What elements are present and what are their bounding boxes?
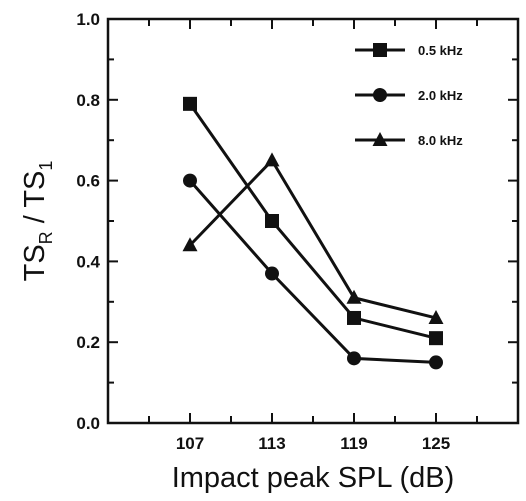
x-axis-title: Impact peak SPL (dB) bbox=[172, 462, 455, 494]
x-tick-label: 119 bbox=[340, 434, 367, 453]
y-tick-label: 0.6 bbox=[76, 172, 100, 191]
triangle-marker bbox=[372, 132, 388, 146]
square-marker bbox=[429, 331, 443, 346]
square-marker bbox=[347, 310, 361, 325]
series-square bbox=[183, 96, 443, 346]
y-axis-title-sub1: R bbox=[36, 231, 56, 244]
series-layer bbox=[182, 96, 444, 370]
circle-marker bbox=[373, 88, 387, 102]
series-line bbox=[188, 102, 437, 340]
circle-marker bbox=[265, 266, 279, 281]
y-axis-title-sub2: 1 bbox=[36, 161, 56, 171]
circle-marker bbox=[347, 351, 361, 366]
legend-label: 2.0 kHz bbox=[418, 88, 463, 103]
x-tick-label: 107 bbox=[176, 434, 204, 453]
series-line bbox=[188, 157, 437, 320]
legend-item: 8.0 kHz bbox=[355, 132, 463, 148]
y-tick-label: 0.8 bbox=[76, 91, 100, 110]
square-marker bbox=[373, 43, 387, 57]
y-axis-title-sep: / TS bbox=[19, 171, 51, 232]
triangle-marker bbox=[264, 152, 280, 167]
y-tick-label: 1.0 bbox=[76, 10, 100, 29]
triangle-marker bbox=[346, 289, 362, 304]
legend-label: 0.5 kHz bbox=[418, 43, 463, 58]
y-tick-label: 0.4 bbox=[76, 252, 100, 271]
square-marker bbox=[183, 96, 197, 111]
y-axis-title-main: TS bbox=[19, 244, 51, 281]
legend: 0.5 kHz 2.0 kHz 8.0 kHz bbox=[355, 43, 463, 148]
series-triangle bbox=[182, 152, 444, 324]
circle-marker bbox=[429, 355, 443, 370]
legend-item: 0.5 kHz bbox=[355, 43, 463, 58]
series-circle bbox=[183, 173, 443, 370]
circle-marker bbox=[183, 173, 197, 188]
legend-label: 8.0 kHz bbox=[418, 133, 463, 148]
x-tick-label: 113 bbox=[258, 434, 285, 453]
series-line bbox=[188, 179, 437, 364]
y-axis-ticks: 0.0 0.2 0.4 0.6 0.8 1.0 bbox=[76, 10, 518, 433]
triangle-marker bbox=[182, 237, 198, 252]
y-tick-label: 0.0 bbox=[76, 414, 100, 433]
y-axis-title: TSR / TS1 bbox=[19, 161, 56, 282]
square-marker bbox=[265, 214, 279, 228]
y-tick-label: 0.2 bbox=[76, 333, 100, 352]
x-axis-ticks: 107 113 119 125 bbox=[148, 19, 478, 453]
triangle-marker bbox=[428, 309, 444, 324]
plot-frame bbox=[106, 17, 520, 425]
x-tick-label: 125 bbox=[422, 434, 450, 453]
legend-item: 2.0 kHz bbox=[355, 88, 463, 103]
